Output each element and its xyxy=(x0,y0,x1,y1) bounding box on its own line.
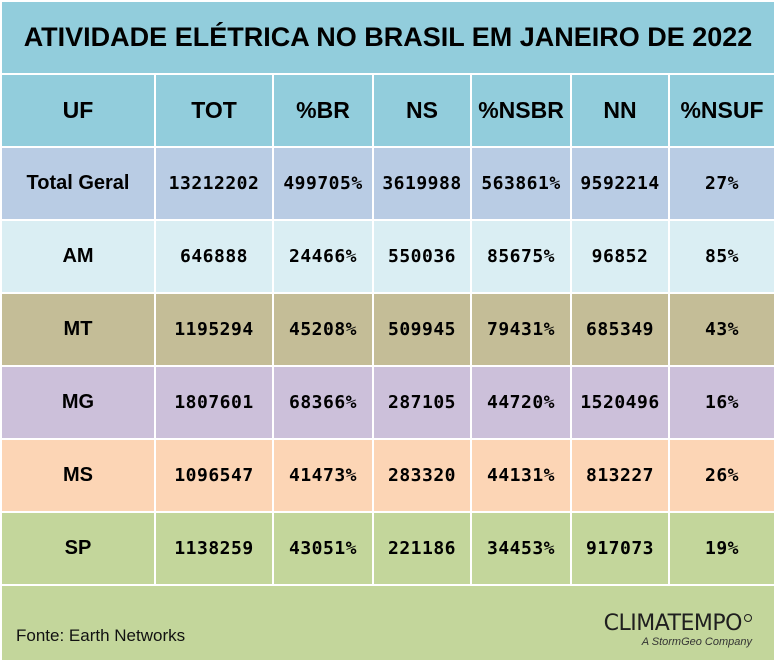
cell-nsuf: 26% xyxy=(668,438,774,513)
cell-nsuf: 27% xyxy=(668,146,774,221)
cell-uf: AM xyxy=(0,219,156,294)
source-note: Fonte: Earth Networks xyxy=(16,626,186,645)
cell-ns: 287105 xyxy=(372,365,472,440)
logo-dot-icon xyxy=(744,614,752,622)
cell-ns: 221186 xyxy=(372,511,472,586)
table-title: ATIVIDADE ELÉTRICA NO BRASIL EM JANEIRO … xyxy=(0,0,774,75)
column-header-nn: NN xyxy=(570,73,670,148)
cell-br: 499705% xyxy=(272,146,374,221)
cell-nsbr: 85675% xyxy=(470,219,572,294)
cell-tot: 646888 xyxy=(154,219,274,294)
cell-ns: 550036 xyxy=(372,219,472,294)
cell-uf: Total Geral xyxy=(0,146,156,221)
cell-nn: 685349 xyxy=(570,292,670,367)
header-row: UF TOT %BR NS %NSBR NN %NSUF xyxy=(0,73,774,148)
table-row: SP 1138259 43051% 221186 34453% 917073 1… xyxy=(0,511,774,586)
table-row: AM 646888 24466% 550036 85675% 96852 85% xyxy=(0,219,774,294)
climatempo-logo: CLIMATEMPO A StormGeo Company xyxy=(604,611,752,648)
table-row: Total Geral 13212202 499705% 3619988 563… xyxy=(0,146,774,221)
cell-nsuf: 16% xyxy=(668,365,774,440)
column-header-nsbr: %NSBR xyxy=(470,73,572,148)
cell-nsbr: 79431% xyxy=(470,292,572,367)
cell-uf: MS xyxy=(0,438,156,513)
cell-tot: 1096547 xyxy=(154,438,274,513)
cell-uf: MT xyxy=(0,292,156,367)
table-row: MT 1195294 45208% 509945 79431% 685349 4… xyxy=(0,292,774,367)
cell-nn: 1520496 xyxy=(570,365,670,440)
column-header-tot: TOT xyxy=(154,73,274,148)
cell-tot: 1138259 xyxy=(154,511,274,586)
cell-br: 43051% xyxy=(272,511,374,586)
column-header-ns: NS xyxy=(372,73,472,148)
cell-ns: 283320 xyxy=(372,438,472,513)
cell-nsuf: 19% xyxy=(668,511,774,586)
cell-tot: 1195294 xyxy=(154,292,274,367)
cell-br: 24466% xyxy=(272,219,374,294)
column-header-br: %BR xyxy=(272,73,374,148)
cell-br: 68366% xyxy=(272,365,374,440)
cell-tot: 1807601 xyxy=(154,365,274,440)
cell-nn: 9592214 xyxy=(570,146,670,221)
column-header-nsuf: %NSUF xyxy=(668,73,774,148)
cell-nsuf: 43% xyxy=(668,292,774,367)
column-header-uf: UF xyxy=(0,73,156,148)
cell-nn: 813227 xyxy=(570,438,670,513)
logo-wordmark: CLIMATEMPO xyxy=(603,611,743,636)
table-row: MG 1807601 68366% 287105 44720% 1520496 … xyxy=(0,365,774,440)
logo-tagline: A StormGeo Company xyxy=(641,636,752,648)
cell-nsbr: 44720% xyxy=(470,365,572,440)
cell-nsbr: 34453% xyxy=(470,511,572,586)
cell-br: 41473% xyxy=(272,438,374,513)
cell-ns: 3619988 xyxy=(372,146,472,221)
cell-uf: SP xyxy=(0,511,156,586)
cell-nsbr: 44131% xyxy=(470,438,572,513)
table-row: MS 1096547 41473% 283320 44131% 813227 2… xyxy=(0,438,774,513)
cell-uf: MG xyxy=(0,365,156,440)
footer: Fonte: Earth Networks CLIMATEMPO A Storm… xyxy=(0,584,774,662)
cell-br: 45208% xyxy=(272,292,374,367)
cell-ns: 509945 xyxy=(372,292,472,367)
cell-nn: 96852 xyxy=(570,219,670,294)
cell-nsuf: 85% xyxy=(668,219,774,294)
cell-nn: 917073 xyxy=(570,511,670,586)
cell-nsbr: 563861% xyxy=(470,146,572,221)
cell-tot: 13212202 xyxy=(154,146,274,221)
